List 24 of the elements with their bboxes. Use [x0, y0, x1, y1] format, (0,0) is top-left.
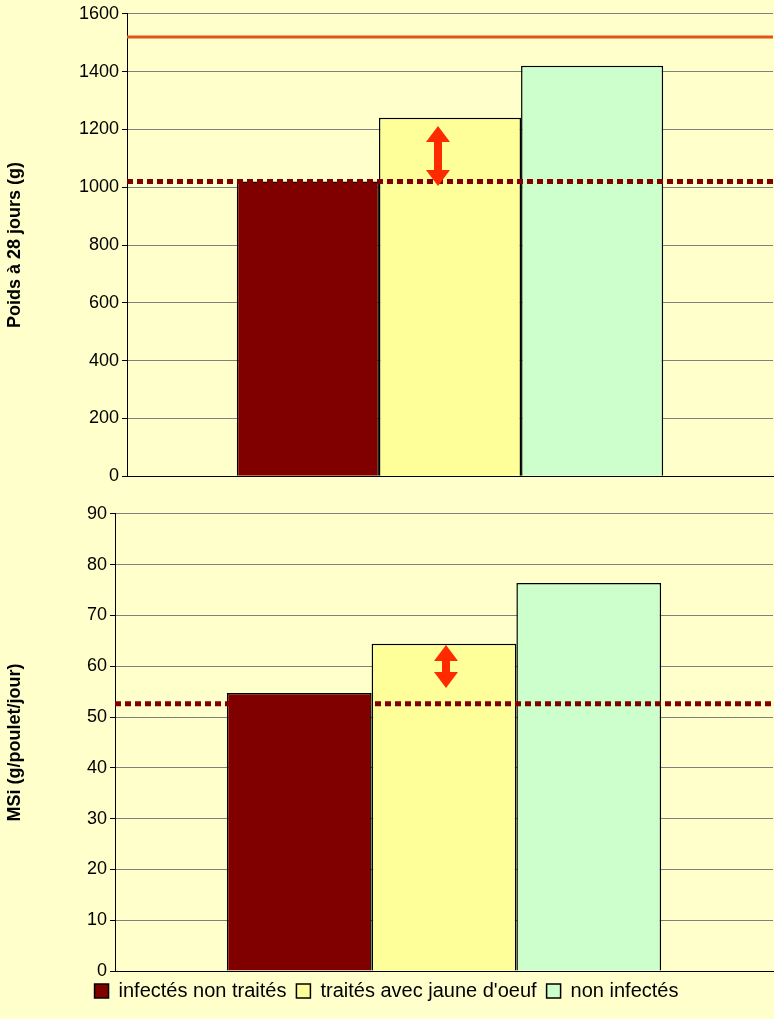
y-tick-label: 0	[108, 465, 119, 486]
y-tick-label: 1000	[78, 176, 119, 197]
y-axis-title: Poids à 28 jours (g)	[3, 161, 24, 329]
legend-label: non infectés	[570, 978, 679, 1001]
y-tick-label: 60	[86, 655, 107, 676]
y-tick-label: 400	[88, 349, 119, 370]
y-tick-label: 600	[88, 291, 119, 312]
y-tick-label: 1600	[78, 2, 119, 23]
legend-label: traités avec jaune d'oeuf	[320, 978, 538, 1001]
y-tick-label: 1200	[78, 118, 119, 139]
y-tick-label: 90	[86, 502, 107, 523]
y-tick-label: 70	[86, 604, 107, 625]
y-tick-label: 800	[88, 233, 119, 254]
y-tick-label: 20	[86, 858, 107, 879]
legend-label: infectés non traités	[118, 978, 287, 1001]
y-tick-label: 1400	[78, 60, 119, 81]
y-tick-label: 0	[96, 959, 107, 980]
y-tick-label: 50	[86, 705, 107, 726]
y-tick-label: 40	[86, 756, 107, 777]
y-tick-label: 200	[88, 407, 119, 428]
y-axis-title: MSi (g/poulet/jour)	[3, 663, 24, 822]
y-tick-label: 10	[86, 909, 107, 930]
y-tick-label: 80	[86, 553, 107, 574]
y-tick-label: 30	[86, 807, 107, 828]
